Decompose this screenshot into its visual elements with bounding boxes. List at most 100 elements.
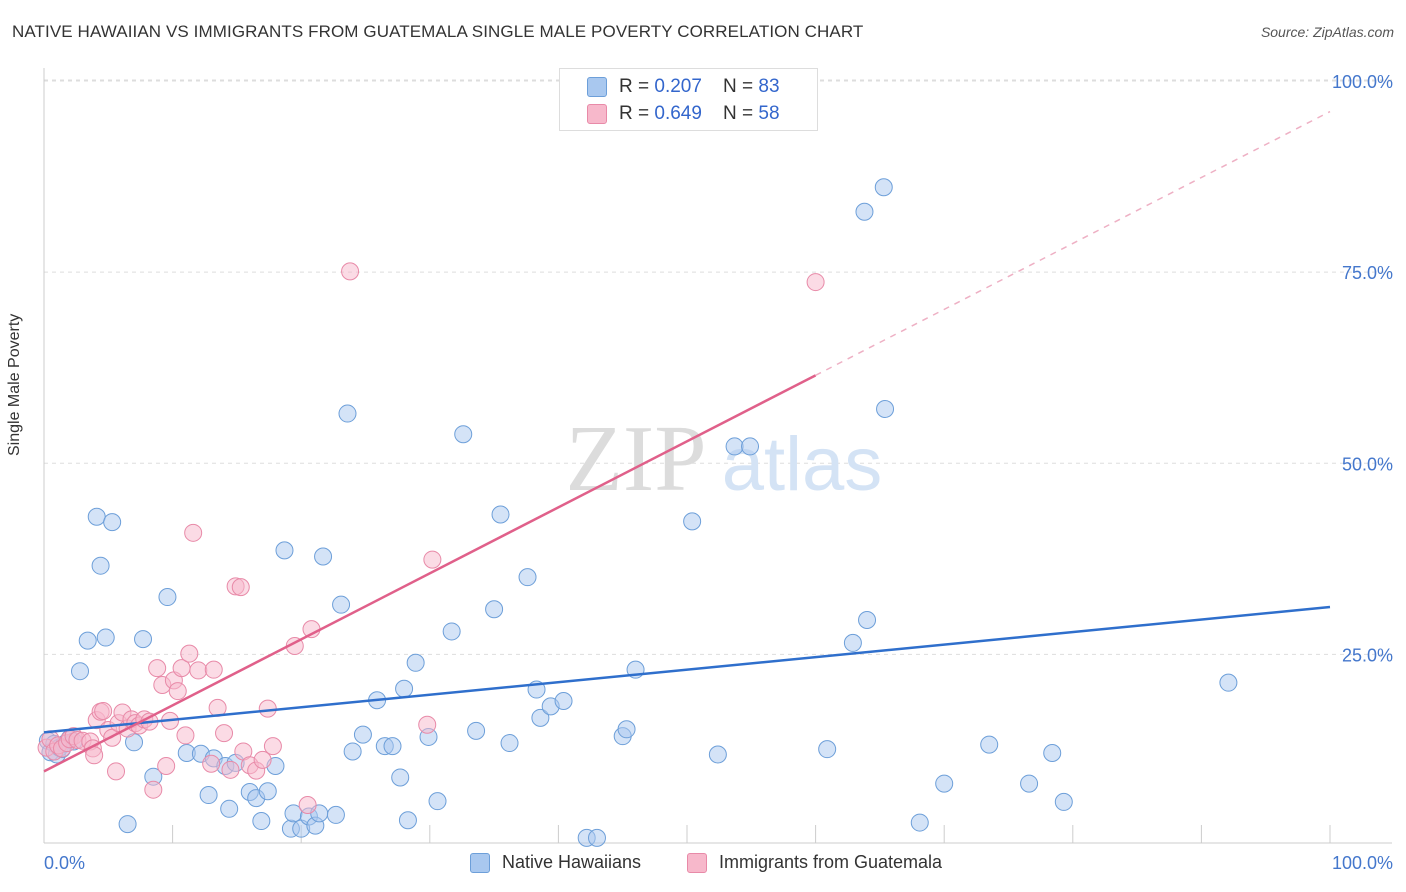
- data-point-native-hawaiians: [258, 782, 277, 801]
- legend-r-value: 0.207: [654, 76, 702, 97]
- data-point-native-hawaiians: [708, 745, 727, 764]
- data-point-native-hawaiians: [554, 692, 573, 711]
- data-point-native-hawaiians: [843, 633, 862, 652]
- legend-stats: R = 0.207 N = 83 R = 0.649 N = 58: [559, 68, 818, 131]
- series-guatemala-points: [37, 262, 825, 814]
- data-point-guatemala: [184, 523, 203, 542]
- data-point-native-hawaiians: [454, 425, 473, 444]
- legend-swatch-pink: [687, 853, 707, 873]
- data-point-native-hawaiians: [332, 595, 351, 614]
- data-point-guatemala: [144, 780, 163, 799]
- legend-r-value: 0.649: [654, 103, 702, 124]
- data-point-native-hawaiians: [199, 786, 218, 805]
- y-tick-label: 75.0%: [1342, 263, 1393, 283]
- watermark: ZIP atlas: [566, 407, 883, 511]
- data-point-guatemala: [215, 724, 234, 743]
- chart-title: NATIVE HAWAIIAN VS IMMIGRANTS FROM GUATE…: [12, 22, 864, 41]
- data-point-native-hawaiians: [1020, 774, 1039, 793]
- data-point-guatemala: [176, 726, 195, 745]
- legend-r-label: R =: [619, 76, 655, 97]
- axes: [43, 68, 1392, 844]
- data-point-native-hawaiians: [118, 815, 137, 834]
- data-point-guatemala: [202, 754, 221, 773]
- source-label: Source: ZipAtlas.com: [1260, 24, 1394, 40]
- data-point-guatemala: [231, 578, 250, 597]
- data-point-native-hawaiians: [725, 437, 744, 456]
- data-point-native-hawaiians: [1043, 743, 1062, 762]
- data-point-native-hawaiians: [442, 622, 461, 641]
- data-point-guatemala: [204, 660, 223, 679]
- data-point-native-hawaiians: [103, 513, 122, 532]
- data-point-native-hawaiians: [467, 721, 486, 740]
- data-point-native-hawaiians: [343, 742, 362, 761]
- data-point-native-hawaiians: [587, 828, 606, 847]
- data-point-guatemala: [806, 273, 825, 292]
- data-point-native-hawaiians: [910, 813, 929, 832]
- data-point-native-hawaiians: [406, 653, 425, 672]
- data-point-guatemala: [418, 715, 437, 734]
- data-point-native-hawaiians: [220, 799, 239, 818]
- data-point-native-hawaiians: [500, 734, 519, 753]
- data-point-native-hawaiians: [858, 610, 877, 629]
- legend-r-label: R =: [619, 103, 655, 124]
- data-point-guatemala: [298, 795, 317, 814]
- data-point-native-hawaiians: [275, 541, 294, 560]
- legend-label: Native Hawaiians: [502, 852, 642, 872]
- legend-stats-text: R = 0.649 N = 58: [619, 103, 780, 125]
- data-point-native-hawaiians: [1054, 792, 1073, 811]
- x-tick-label-end: 100.0%: [1332, 853, 1393, 873]
- data-point-guatemala: [263, 737, 282, 756]
- data-point-guatemala: [157, 756, 176, 775]
- data-point-native-hawaiians: [1219, 673, 1238, 692]
- trend-line-guatemala-extension: [815, 110, 1331, 376]
- data-point-guatemala: [423, 550, 442, 569]
- trend-lines: [43, 110, 1331, 773]
- data-point-native-hawaiians: [491, 505, 510, 524]
- data-point-native-hawaiians: [87, 507, 106, 526]
- data-point-native-hawaiians: [531, 708, 550, 727]
- data-point-guatemala: [253, 750, 272, 769]
- legend-n-label: N =: [723, 76, 759, 97]
- legend-swatch-pink: [587, 104, 607, 124]
- trend-line-native-hawaiians: [43, 605, 1331, 734]
- data-point-guatemala: [341, 262, 360, 281]
- data-point-native-hawaiians: [91, 556, 110, 575]
- data-point-native-hawaiians: [683, 512, 702, 531]
- y-axis-title: Single Male Poverty: [6, 313, 23, 456]
- legend-swatch-blue: [587, 77, 607, 97]
- data-point-native-hawaiians: [353, 725, 372, 744]
- legend-n-value: 58: [758, 103, 780, 124]
- data-point-native-hawaiians: [395, 679, 414, 698]
- data-point-guatemala: [148, 659, 167, 678]
- legend-n-value: 83: [758, 76, 780, 97]
- data-point-native-hawaiians: [741, 437, 760, 456]
- data-point-native-hawaiians: [391, 768, 410, 787]
- trend-line-guatemala: [43, 374, 817, 773]
- data-point-native-hawaiians: [818, 740, 837, 759]
- data-point-native-hawaiians: [252, 812, 271, 831]
- data-point-native-hawaiians: [383, 737, 402, 756]
- y-tick-labels: 25.0% 50.0% 75.0% 100.0%: [1332, 72, 1393, 665]
- x-tick-label-start: 0.0%: [44, 853, 85, 873]
- data-point-native-hawaiians: [96, 628, 115, 647]
- data-point-native-hawaiians: [617, 720, 636, 739]
- data-point-native-hawaiians: [855, 202, 874, 221]
- gridlines: [44, 79, 1392, 655]
- data-point-guatemala: [94, 701, 113, 720]
- legend-stats-text: R = 0.207 N = 83: [619, 76, 780, 98]
- legend-label: Immigrants from Guatemala: [719, 852, 943, 872]
- data-point-native-hawaiians: [518, 568, 537, 587]
- data-point-guatemala: [258, 699, 277, 718]
- data-point-native-hawaiians: [398, 811, 417, 830]
- data-point-guatemala: [221, 760, 240, 779]
- watermark-atlas: atlas: [722, 422, 883, 507]
- legend-n-label: N =: [723, 103, 759, 124]
- y-tick-label: 50.0%: [1342, 454, 1393, 474]
- data-point-native-hawaiians: [338, 404, 357, 423]
- data-point-native-hawaiians: [874, 178, 893, 197]
- data-point-guatemala: [189, 661, 208, 680]
- data-point-native-hawaiians: [158, 588, 177, 607]
- data-point-native-hawaiians: [78, 631, 97, 650]
- legend-swatch-blue: [470, 853, 490, 873]
